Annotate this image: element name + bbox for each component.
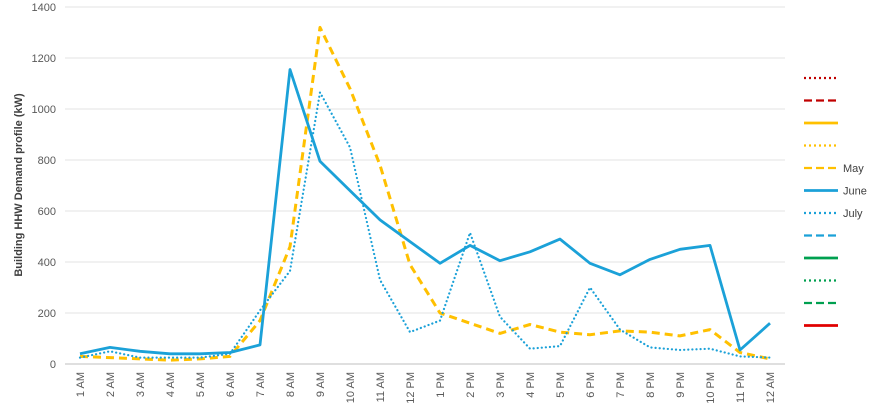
x-tick-label: 5 PM <box>555 372 567 398</box>
x-tick-label: 3 AM <box>135 372 147 397</box>
x-tick-label: 9 PM <box>675 372 687 398</box>
legend-label: June <box>843 186 867 198</box>
x-tick-label: 11 PM <box>735 372 747 403</box>
y-tick-label: 200 <box>38 308 56 320</box>
x-tick-label: 1 AM <box>75 372 87 397</box>
y-tick-label: 0 <box>50 359 56 371</box>
legend-label: May <box>843 163 864 175</box>
legend-label: July <box>843 208 863 220</box>
y-tick-labels: 0 200 400 600 800 1000 1200 1400 <box>32 2 56 371</box>
x-tick-label: 4 PM <box>525 372 537 398</box>
x-tick-label: 8 AM <box>285 372 297 397</box>
x-tick-label: 2 PM <box>465 372 477 398</box>
x-tick-label: 4 AM <box>165 372 177 397</box>
x-tick-label: 1 PM <box>435 372 447 398</box>
series-line-june <box>79 68 771 356</box>
x-tick-label: 12 AM <box>765 372 777 403</box>
x-tick-label: 7 PM <box>615 372 627 398</box>
x-tick-label: 8 PM <box>645 372 657 398</box>
x-tick-label: 5 AM <box>195 372 207 397</box>
x-tick-label: 7 AM <box>255 372 267 397</box>
series-lines <box>78 25 772 362</box>
y-tick-label: 1000 <box>32 104 56 116</box>
y-tick-label: 1400 <box>32 2 56 14</box>
x-tick-label: 9 AM <box>315 372 327 397</box>
x-tick-label: 2 AM <box>105 372 117 397</box>
x-tick-label: 6 PM <box>585 372 597 398</box>
series-line-july <box>78 91 772 359</box>
x-tick-label: 10 AM <box>345 372 357 403</box>
y-tick-label: 400 <box>38 257 56 269</box>
x-tick-label: 12 PM <box>405 372 417 404</box>
gridlines <box>65 6 785 365</box>
x-tick-label: 11 AM <box>375 372 387 402</box>
x-tick-label: 10 PM <box>705 372 717 404</box>
legend: May June July <box>804 76 867 327</box>
y-tick-label: 1200 <box>32 53 56 65</box>
x-tick-label: 6 AM <box>225 372 237 397</box>
y-axis-label: Building HHW Demand profile (kW) <box>13 93 25 277</box>
y-tick-label: 800 <box>38 155 56 167</box>
series-line-may <box>79 25 771 362</box>
x-tick-labels: 1 AM 2 AM 3 AM 4 AM 5 AM 6 AM 7 AM 8 AM 9 AM 10 A… <box>75 372 777 404</box>
y-tick-label: 600 <box>38 206 56 218</box>
x-tick-label: 3 PM <box>495 372 507 398</box>
